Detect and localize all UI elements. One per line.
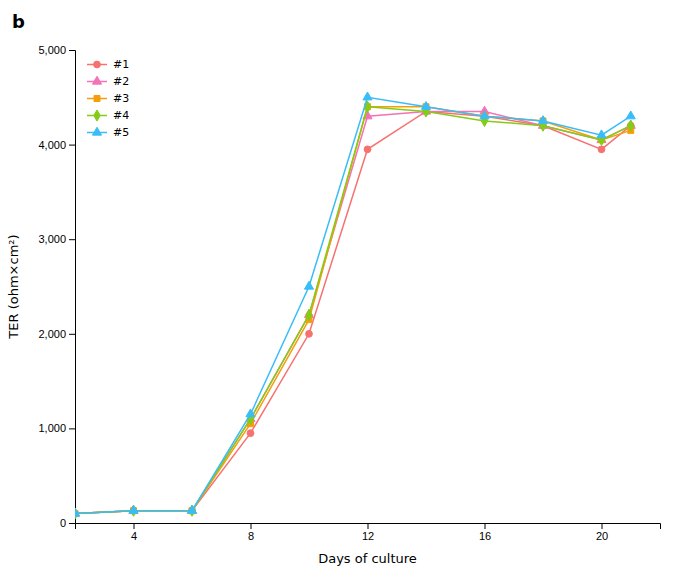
marker — [597, 130, 606, 138]
tick-mark — [485, 523, 486, 529]
tick: 16 — [479, 523, 491, 542]
tick-label: 8 — [248, 530, 254, 542]
legend-label: #2 — [113, 75, 129, 88]
series-line — [75, 111, 631, 513]
legend-item: #2 — [87, 75, 129, 88]
legend-item: #1 — [87, 58, 129, 71]
x-axis: 4 8 12 16 20 — [76, 523, 661, 542]
tick: 2,000 — [38, 328, 75, 340]
marker — [306, 309, 312, 320]
marker — [598, 146, 605, 153]
tick-mark — [251, 523, 252, 529]
tick-label: 3,000 — [38, 233, 66, 245]
marker — [421, 101, 430, 109]
tick-mark — [602, 523, 603, 529]
tick-mark — [69, 428, 75, 429]
tick: 4 — [131, 523, 137, 542]
series-line — [75, 111, 631, 513]
tick: 4,000 — [38, 139, 75, 151]
tick: 3,000 — [38, 233, 75, 245]
marker — [626, 111, 635, 119]
tick-mark — [69, 523, 75, 524]
tick-label: 0 — [60, 517, 66, 529]
tick-label: 20 — [596, 530, 608, 542]
tick-label: 2,000 — [38, 328, 66, 340]
tick: 1,000 — [38, 422, 75, 434]
marker — [628, 120, 634, 131]
marker — [304, 281, 313, 289]
tick-label: 12 — [362, 530, 374, 542]
y-axis: 0 1,000 2,000 3,000 4,000 5,000 — [38, 44, 75, 529]
tick-label: 5,000 — [38, 44, 66, 56]
legend-item: #4 — [87, 109, 129, 122]
tick-mark — [134, 523, 135, 529]
marker — [187, 505, 196, 513]
tick-mark — [69, 50, 75, 51]
tick: 20 — [596, 523, 608, 542]
series-line — [75, 107, 631, 514]
series-line — [75, 97, 631, 513]
series-line — [75, 107, 631, 514]
tick-mark — [69, 334, 75, 335]
legend-marker — [94, 61, 101, 68]
legend: #1 #2 #3 #4 #5 — [87, 58, 129, 139]
marker — [129, 505, 138, 513]
legend-label: #5 — [113, 126, 129, 139]
x-axis-title: Days of culture — [318, 551, 417, 566]
legend-label: #1 — [113, 58, 129, 71]
legend-marker — [94, 110, 100, 121]
tick-mark — [368, 523, 369, 529]
plot: 4 8 12 16 20 0 1,000 2,000 3,000 4,000 5,000 #1 #2 #3… — [38, 44, 660, 542]
tick-label: 1,000 — [38, 422, 66, 434]
legend-marker — [94, 96, 100, 102]
legend-item: #3 — [87, 92, 129, 105]
marker — [75, 508, 80, 516]
axis-line — [69, 51, 76, 524]
title: b — [12, 11, 25, 32]
marker — [75, 508, 80, 516]
tick: 12 — [362, 523, 374, 542]
tick-label: 16 — [479, 530, 491, 542]
marks — [75, 92, 635, 519]
tick: 5,000 — [38, 44, 75, 56]
marker — [246, 409, 255, 417]
tick: 0 — [60, 517, 75, 529]
legend-marker — [92, 76, 101, 84]
marker — [129, 505, 138, 513]
legend-item: #5 — [87, 126, 129, 139]
marker — [306, 330, 313, 337]
tick-mark — [69, 145, 75, 146]
marker — [363, 92, 372, 100]
tick-mark — [69, 239, 75, 240]
marker — [247, 430, 254, 437]
marker — [538, 116, 547, 124]
tick-label: 4,000 — [38, 139, 66, 151]
marker — [364, 146, 371, 153]
tick-label: 4 — [131, 530, 137, 542]
legend-label: #4 — [113, 109, 129, 122]
legend-label: #3 — [113, 92, 129, 105]
legend-marker — [92, 127, 101, 135]
tick: 8 — [248, 523, 254, 542]
marker — [480, 111, 489, 119]
y-axis-title: TER (ohm×cm²) — [6, 234, 21, 339]
chart: 4 8 12 16 20 0 1,000 2,000 3,000 4,000 5,000 #1 #2 #3… — [0, 0, 685, 578]
axis-line — [76, 524, 661, 530]
